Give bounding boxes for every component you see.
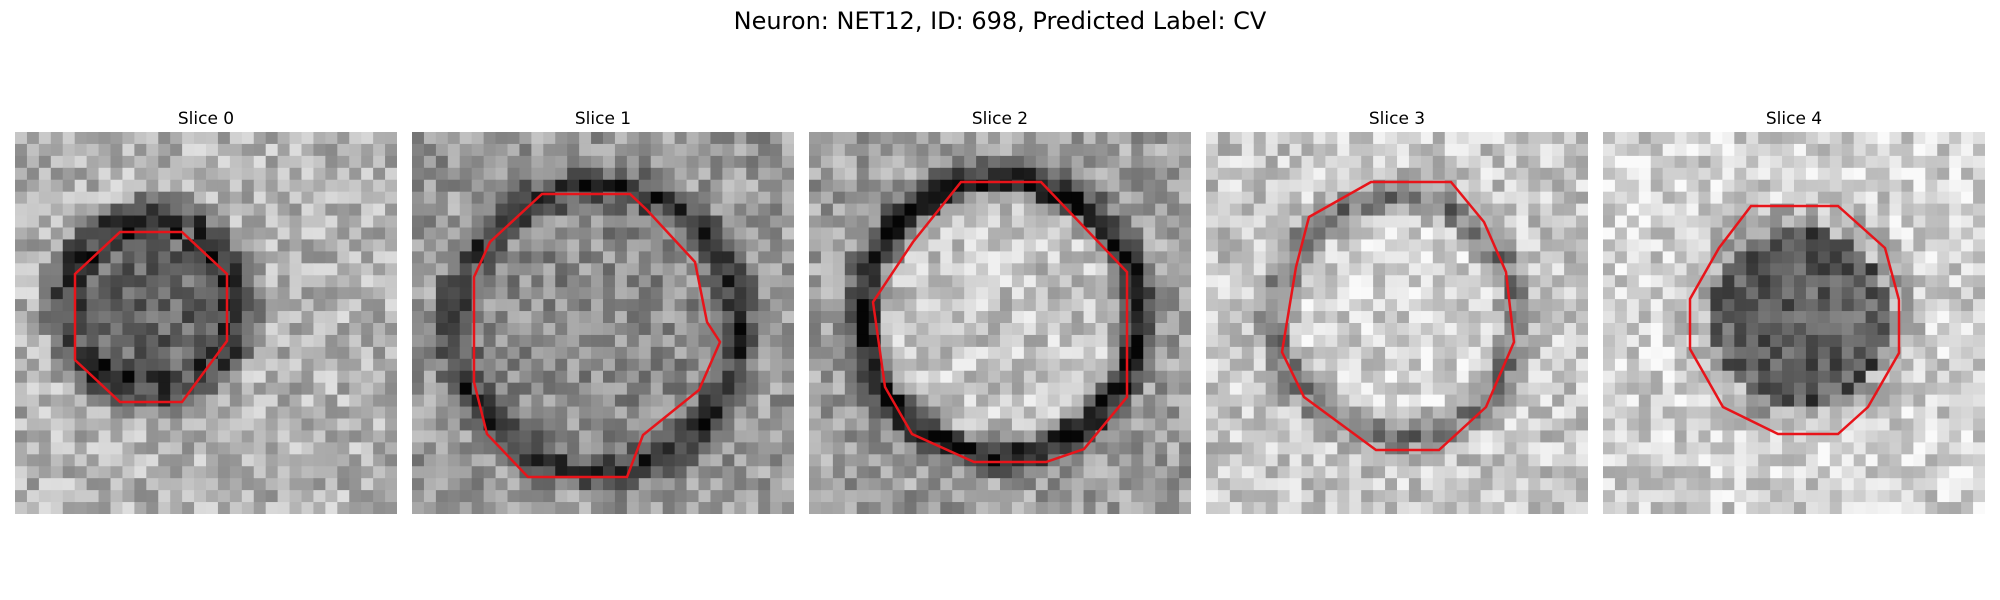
slice-image-1: [412, 132, 794, 514]
contour-outline: [871, 180, 1129, 464]
slice-title-3: Slice 3: [1368, 109, 1426, 129]
slice-panel-3: Slice 3: [1206, 106, 1588, 514]
contour-outline: [472, 192, 722, 479]
slice-image-0: [15, 132, 397, 514]
figure-title: Neuron: NET12, ID: 698, Predicted Label:…: [733, 7, 1267, 35]
slice-title-1: Slice 1: [574, 109, 632, 129]
slice-image-3: [1206, 132, 1588, 514]
contour-outline: [73, 230, 229, 404]
slice-title-2: Slice 2: [971, 109, 1029, 129]
slice-image-2: [809, 132, 1191, 514]
slice-image-4: [1603, 132, 1985, 514]
contour-outline: [1688, 204, 1901, 436]
slice-title-0: Slice 0: [177, 109, 235, 129]
slice-panel-2: Slice 2: [809, 106, 1191, 514]
contour-outline: [1280, 180, 1516, 452]
slice-title-4: Slice 4: [1765, 109, 1823, 129]
slice-panel-1: Slice 1: [412, 106, 794, 514]
slice-panel-0: Slice 0: [15, 106, 397, 514]
slice-panel-4: Slice 4: [1603, 106, 1985, 514]
